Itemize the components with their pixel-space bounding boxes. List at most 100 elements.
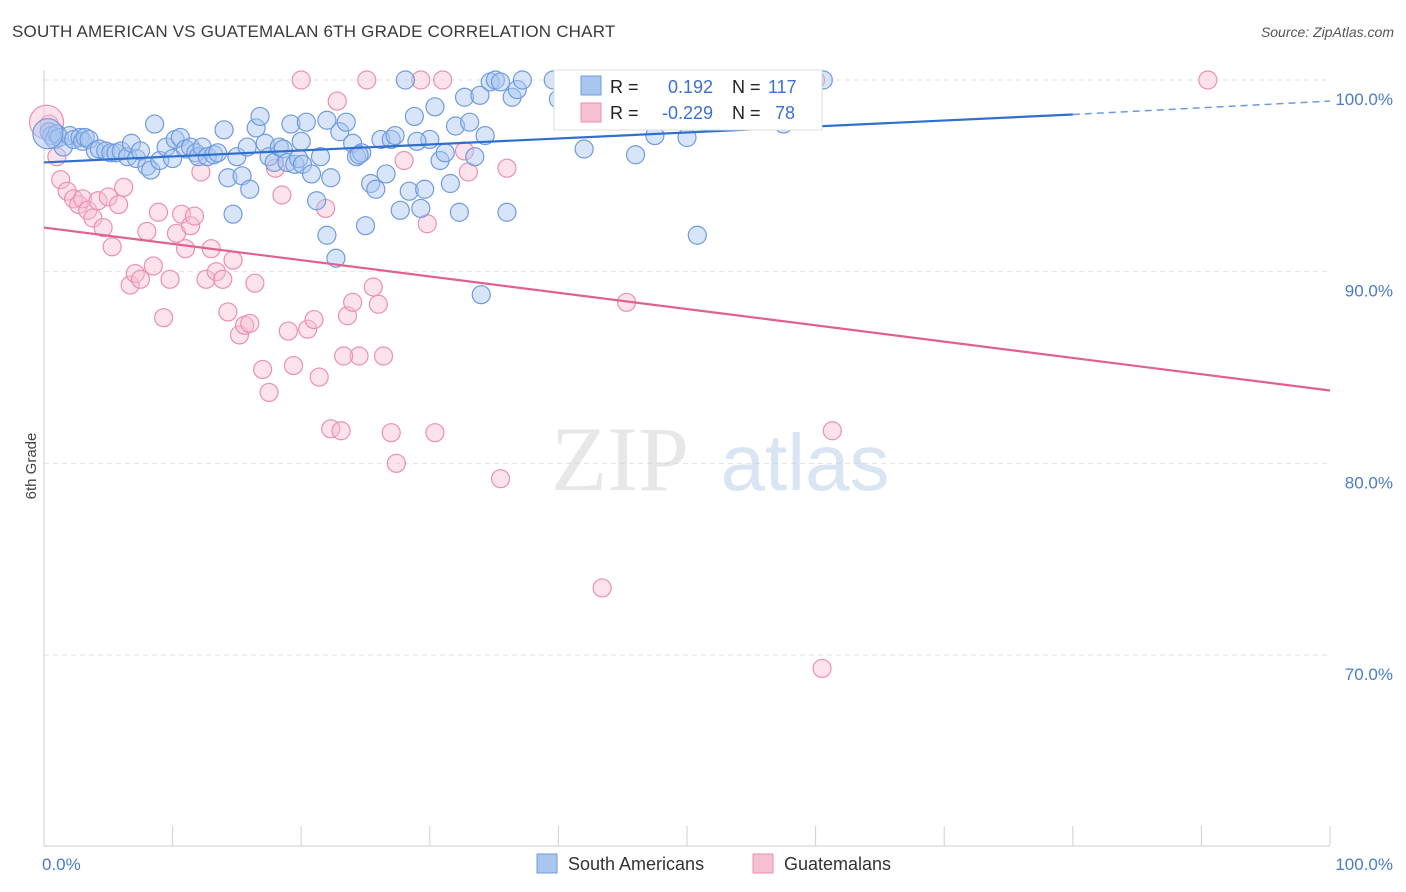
guatemalans-point (304, 309, 324, 330)
guatemalans-point (240, 313, 260, 334)
guatemalans-point (327, 91, 347, 111)
guatemalans-point (153, 308, 174, 328)
south-americans-point (625, 145, 646, 165)
south-americans-point (326, 248, 346, 268)
south-americans-point (144, 114, 165, 134)
south-americans-point (395, 70, 415, 90)
guatemalans-point (130, 269, 151, 289)
chart-title: SOUTH AMERICAN VS GUATEMALAN 6TH GRADE C… (12, 22, 616, 41)
guatemalans-point (120, 275, 140, 295)
guatemalans-point (309, 367, 329, 387)
south-americans-point (390, 200, 410, 220)
guatemalans-point (114, 177, 134, 197)
guatemalans-point (298, 319, 318, 339)
south-americans-point (512, 70, 532, 90)
south-americans-point (574, 139, 594, 159)
guatemalans-point (433, 70, 453, 90)
guatemalans-point (291, 70, 311, 90)
guatemalans-point (368, 294, 388, 314)
x-tick-label-100: 100.0% (1335, 855, 1393, 874)
guatemalans-point (363, 277, 383, 297)
guatemalans-point (592, 578, 612, 598)
guatemalans-point (108, 194, 129, 215)
south-americans-point (349, 145, 369, 165)
guatemalans-point (137, 221, 157, 242)
legend-label-south-americans[interactable]: South Americans (568, 854, 704, 874)
guatemalans-point (175, 239, 196, 259)
south-americans-trend-line (43, 113, 1073, 164)
south-americans-point (366, 179, 386, 199)
guatemalans-point (497, 158, 517, 178)
south-americans-trend-extension (1072, 100, 1331, 116)
guatemalans-point (259, 382, 279, 403)
legend-swatch-guatemalans[interactable] (752, 853, 774, 874)
south-americans-point (465, 147, 485, 167)
guatemalans-point (88, 191, 108, 211)
south-americans-point (361, 173, 381, 194)
x-tick-label-0: 0.0% (42, 855, 81, 874)
guatemalans-point (357, 70, 377, 90)
guatemalans-point (386, 453, 406, 473)
south-americans-point (32, 118, 64, 150)
south-americans-point (507, 79, 527, 100)
guatemalans-point (343, 292, 363, 312)
south-americans-point (163, 148, 183, 169)
south-americans-point (317, 110, 337, 130)
guatemalans-point (57, 181, 77, 201)
y-tick-label-90: 90.0% (1345, 282, 1393, 301)
guatemalans-point (213, 269, 233, 289)
guatemalans-point (394, 150, 414, 171)
south-americans-point (460, 112, 480, 132)
stats-pink-r-value: -0.229 (662, 103, 713, 123)
south-americans-point (79, 129, 99, 150)
guatemalans-point (223, 250, 243, 270)
guatemalans-point (349, 346, 369, 366)
guatemalans-point (283, 355, 304, 376)
guatemalans-point (160, 269, 180, 289)
south-americans-point (415, 179, 435, 199)
watermark-zip: ZIP (551, 408, 689, 510)
south-americans-point (170, 127, 190, 148)
guatemalans-trend-line (43, 226, 1331, 392)
south-americans-point (440, 173, 460, 194)
south-americans-point (435, 143, 455, 163)
guatemalans-point (334, 346, 354, 366)
stats-pink-n-value: 78 (775, 103, 795, 123)
guatemalans-point (490, 469, 511, 489)
legend-swatch-south-americans[interactable] (536, 853, 558, 874)
y-tick-label-100: 100.0% (1335, 90, 1393, 109)
stats-pink-swatch (580, 102, 602, 123)
south-americans-point (497, 202, 517, 222)
guatemalans-point (278, 321, 298, 341)
guatemalans-point (425, 423, 445, 443)
stats-blue-r-value: 0.192 (668, 77, 713, 97)
south-americans-points (32, 70, 833, 305)
south-americans-point (330, 122, 350, 142)
guatemalans-point (373, 346, 394, 366)
guatemalans-point (218, 302, 238, 322)
guatemalans-point (181, 216, 201, 236)
stats-blue-swatch (580, 75, 602, 96)
tick-labels: 70.0% 80.0% 90.0% 100.0% 0.0% 100.0% (42, 90, 1393, 874)
south-americans-point (277, 152, 297, 173)
south-americans-point (687, 225, 707, 245)
guatemalans-point (1198, 70, 1218, 90)
guatemalans-point (184, 206, 205, 226)
guatemalans-point (331, 421, 351, 441)
y-axis-label: 6th Grade (23, 433, 40, 500)
guatemalans-point (98, 187, 118, 207)
south-americans-point (404, 106, 424, 127)
south-americans-point (376, 164, 396, 184)
south-americans-point (291, 131, 311, 151)
y-tick-label-70: 70.0% (1345, 665, 1393, 684)
stats-pink-r-label: R = (610, 103, 639, 123)
south-americans-point (411, 198, 431, 219)
legend-label-guatemalans[interactable]: Guatemalans (784, 854, 891, 874)
south-americans-point (307, 191, 327, 211)
south-americans-point (425, 97, 445, 117)
south-americans-point (490, 72, 511, 92)
south-americans-point (454, 87, 475, 107)
guatemalans-point (143, 256, 163, 276)
south-americans-point (250, 106, 270, 127)
guatemalans-point (148, 202, 169, 222)
